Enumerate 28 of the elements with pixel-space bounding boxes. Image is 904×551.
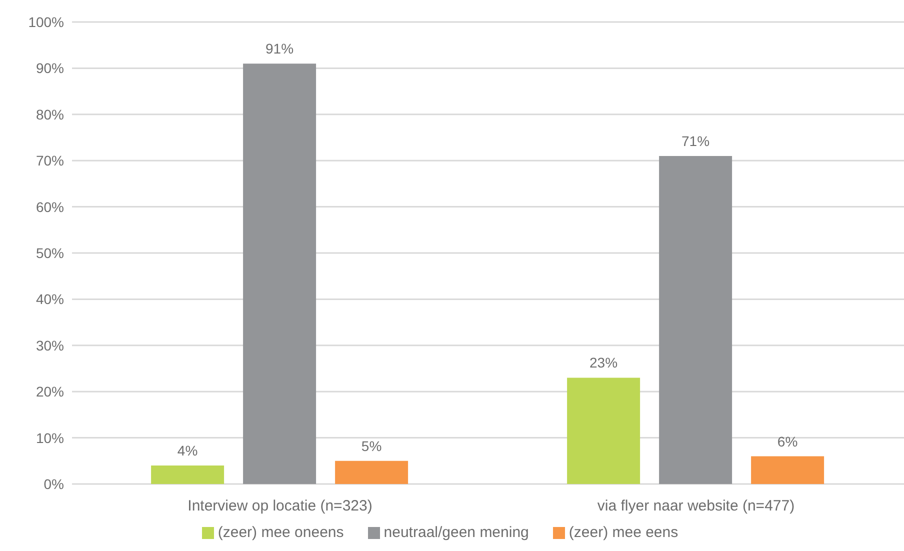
y-tick-label: 0%: [44, 476, 64, 492]
x-tick-label: Interview op locatie (n=323): [188, 498, 372, 515]
data-label: 23%: [590, 354, 618, 371]
y-tick-label: 10%: [36, 430, 64, 446]
bar: [335, 460, 408, 484]
data-label: 91%: [266, 40, 294, 57]
y-tick-label: 100%: [28, 14, 64, 30]
legend-label: (zeer) mee oneens: [218, 524, 344, 541]
bar: [567, 378, 640, 484]
y-tick-label: 70%: [36, 152, 64, 169]
bar: [751, 456, 824, 484]
y-tick-label: 60%: [36, 198, 64, 215]
y-tick-label: 90%: [36, 60, 64, 76]
x-tick-label: via flyer naar website (n=477): [597, 498, 795, 515]
data-label: 6%: [777, 433, 798, 450]
y-tick-label: 50%: [36, 244, 64, 261]
y-tick-label: 20%: [36, 384, 64, 400]
legend-label: neutraal/geen mening: [384, 524, 529, 541]
bar: [659, 156, 732, 484]
data-label: 4%: [177, 442, 198, 459]
data-label: 5%: [361, 438, 382, 454]
bar: [243, 64, 316, 484]
data-label: 71%: [682, 132, 710, 149]
y-tick-label: 30%: [36, 337, 64, 354]
y-tick-label: 40%: [36, 291, 64, 308]
bar: [151, 466, 224, 484]
legend-label: (zeer) mee eens: [568, 524, 678, 541]
y-tick-label: 80%: [36, 106, 64, 122]
